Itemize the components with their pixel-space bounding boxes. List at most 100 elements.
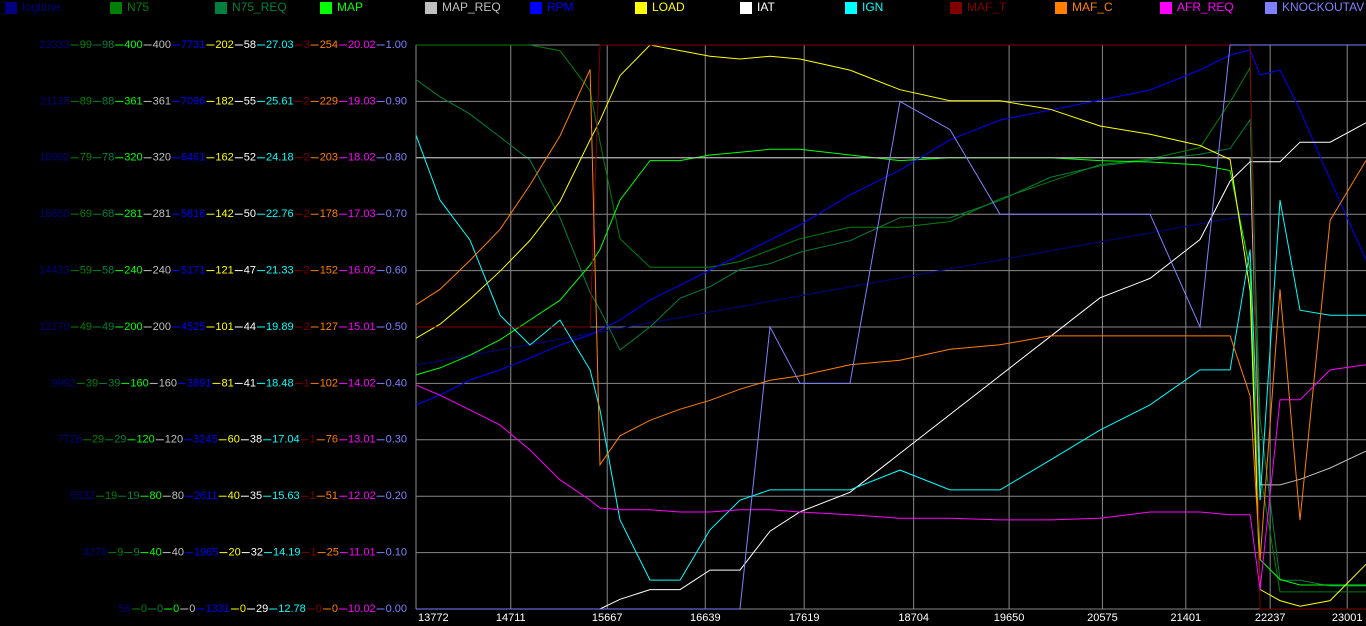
legend-label: IGN	[862, 0, 883, 14]
legend-label: KNOCKOUTAV	[1282, 0, 1364, 14]
y-tick-label: 58	[244, 39, 256, 51]
y-tick-label: 3245	[193, 434, 217, 446]
series-line	[415, 364, 1366, 590]
legend-label: logtime	[22, 0, 61, 14]
y-tick-label: 68	[102, 208, 114, 220]
x-tick-label: 18704	[898, 612, 929, 624]
y-tick-label: 1.00	[386, 39, 407, 51]
y-tick-label: 21.33	[266, 265, 294, 277]
y-tick-label: 1331	[205, 603, 229, 615]
y-tick-label: 79	[80, 152, 92, 164]
y-tick-label: 361	[124, 95, 142, 107]
legend-label: MAP_REQ	[442, 0, 501, 14]
y-tick-label: 14.19	[273, 547, 301, 559]
legend-label: MAF_C	[1072, 0, 1113, 14]
y-tick-label: 5816	[181, 208, 205, 220]
y-tick-label: 142	[215, 208, 233, 220]
y-tick-label: 2	[304, 321, 310, 333]
x-tick-label: 15667	[592, 612, 623, 624]
y-tick-label: 25	[327, 547, 339, 559]
x-tick-label: 16639	[690, 612, 721, 624]
y-tick-label: 102	[320, 377, 338, 389]
y-tick-label: 14.02	[348, 377, 376, 389]
y-tick-label: 89	[80, 95, 92, 107]
y-tick-label: 88	[102, 95, 114, 107]
y-tick-label: 40	[228, 490, 240, 502]
y-tick-label: 240	[124, 265, 142, 277]
y-tick-label: 2	[304, 265, 310, 277]
legend-label: N75	[127, 0, 149, 14]
y-tick-label: 229	[320, 95, 338, 107]
y-tick-label: 0	[141, 603, 147, 615]
y-tick-label: 0	[316, 603, 322, 615]
y-tick-label: 0.10	[386, 547, 407, 559]
y-tick-label: 32	[251, 547, 263, 559]
y-tick-label: 203	[320, 152, 338, 164]
y-tick-label: 3	[304, 39, 310, 51]
y-tick-label: 2611	[194, 490, 218, 502]
y-tick-label: 0.20	[386, 490, 407, 502]
y-tick-label: 254	[320, 39, 338, 51]
legend-swatch	[950, 2, 962, 14]
y-tick-label: 9	[117, 547, 123, 559]
y-tick-label: 17.03	[348, 208, 376, 220]
y-tick-label: 400	[124, 39, 142, 51]
y-tick-label: 127	[320, 321, 338, 333]
legend-swatch	[5, 2, 17, 14]
y-tick-label: 7731	[181, 39, 205, 51]
legend-swatch	[1265, 2, 1277, 14]
legend-swatch	[320, 2, 332, 14]
y-tick-label: 49	[80, 321, 92, 333]
y-tick-label: 1	[310, 434, 316, 446]
legend-label: RPM	[547, 0, 574, 14]
y-tick-label: 3891	[187, 377, 211, 389]
y-tick-label: 98	[102, 39, 114, 51]
x-tick-label: 19650	[994, 612, 1025, 624]
y-tick-label: 38	[250, 434, 262, 446]
y-tick-label: 44	[244, 321, 256, 333]
y-tick-label: 59	[80, 265, 92, 277]
y-tick-label: 16850	[39, 208, 70, 220]
y-tick-label: 0	[240, 603, 246, 615]
legend-label: MAP	[337, 0, 363, 14]
y-tick-label: 5532	[71, 490, 95, 502]
legend-swatch	[530, 2, 542, 14]
legend-swatch	[425, 2, 437, 14]
legend-swatch	[215, 2, 227, 14]
y-tick-label: 0.60	[386, 265, 407, 277]
y-tick-label: 120	[136, 434, 154, 446]
y-tick-label: 99	[80, 39, 92, 51]
y-tick-label: 19.03	[348, 95, 376, 107]
legend-swatch	[110, 2, 122, 14]
legend-label: IAT	[757, 0, 775, 14]
y-tick-label: 47	[244, 265, 256, 277]
y-tick-label: 0.00	[386, 603, 407, 615]
y-tick-label: 5171	[181, 265, 205, 277]
y-tick-label: 160	[130, 377, 148, 389]
legend-swatch	[845, 2, 857, 14]
series-line	[416, 44, 1366, 610]
y-tick-label: 281	[124, 208, 142, 220]
y-tick-label: 25.61	[266, 95, 294, 107]
y-tick-label: 2	[304, 208, 310, 220]
y-tick-label: 24.18	[266, 152, 294, 164]
y-tick-label: 11.01	[349, 547, 376, 559]
y-tick-label: 320	[153, 152, 171, 164]
y-tick-label: 0	[189, 603, 195, 615]
y-tick-label: 50	[244, 208, 256, 220]
y-tick-label: 400	[153, 39, 171, 51]
y-tick-label: 18.02	[348, 152, 376, 164]
y-tick-label: 320	[124, 152, 142, 164]
y-tick-label: 29	[114, 434, 126, 446]
y-tick-label: 21135	[40, 95, 70, 107]
series-line	[415, 148, 1366, 586]
y-tick-label: 49	[102, 321, 114, 333]
x-tick-label: 20575	[1087, 612, 1118, 624]
y-tick-label: 51	[326, 490, 338, 502]
x-tick-label: 17619	[789, 612, 820, 624]
series-line	[416, 157, 1366, 486]
y-tick-label: 80	[172, 490, 184, 502]
y-tick-label: 81	[222, 377, 234, 389]
y-tick-label: 182	[215, 95, 233, 107]
